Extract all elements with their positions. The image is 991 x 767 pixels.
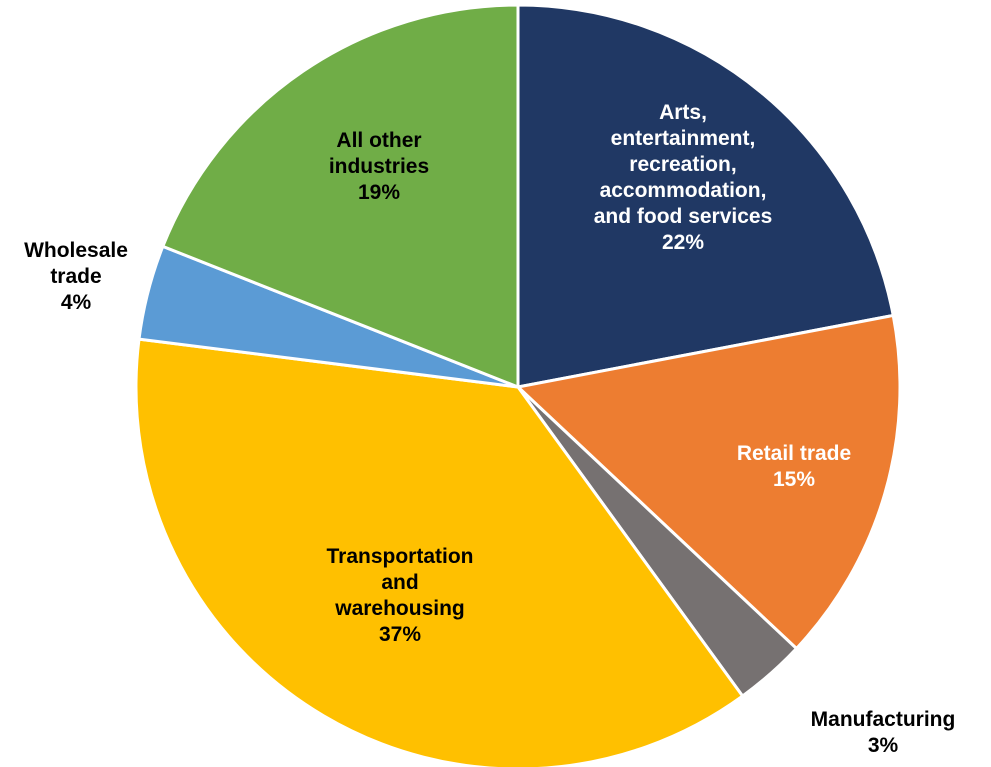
slice-label-line: and — [381, 571, 418, 594]
slice-label-line: Manufacturing — [811, 708, 956, 731]
slice-label-line: warehousing — [334, 597, 465, 620]
pie-slice — [516, 313, 902, 650]
slice-label: Transportation and warehousing 37% — [326, 545, 473, 646]
slice-label-line: 15% — [773, 468, 815, 491]
slice-label-line: All other — [336, 129, 421, 152]
slice-label-line: 22% — [662, 231, 704, 254]
slice-label: Manufacturing 3% — [811, 708, 956, 757]
slice-label-line: industries — [329, 155, 429, 178]
pie-slice — [161, 3, 520, 389]
slice-label-line: recreation, — [629, 153, 736, 176]
slice-label: Retail trade 15% — [737, 442, 851, 491]
slice-label: Wholesale trade 4% — [24, 239, 128, 314]
slice-label-line: accommodation, — [600, 179, 767, 202]
slice-label-line: trade — [50, 265, 101, 288]
slice-label-line: and food services — [594, 205, 773, 228]
slice-label-line: Wholesale — [24, 239, 128, 262]
slice-label-line: 19% — [358, 181, 400, 204]
slice-label: All other industries 19% — [329, 129, 429, 204]
slice-label-line: 4% — [61, 291, 92, 314]
slice-label-line: 37% — [379, 623, 421, 646]
slice-label-line: Retail trade — [737, 442, 851, 465]
pie-slice — [516, 3, 895, 389]
slice-label: Arts, entertainment, recreation, accommodat… — [594, 101, 773, 254]
slice-label-line: Arts, — [659, 101, 707, 124]
slice-label-line: Transportation — [326, 545, 473, 568]
pie-slices — [134, 3, 902, 767]
slice-label-line: 3% — [868, 734, 899, 757]
pie-labels: Arts, entertainment, recreation, accommodat… — [24, 101, 955, 757]
pie-slice — [134, 337, 745, 767]
slice-label-line: entertainment, — [611, 127, 756, 150]
